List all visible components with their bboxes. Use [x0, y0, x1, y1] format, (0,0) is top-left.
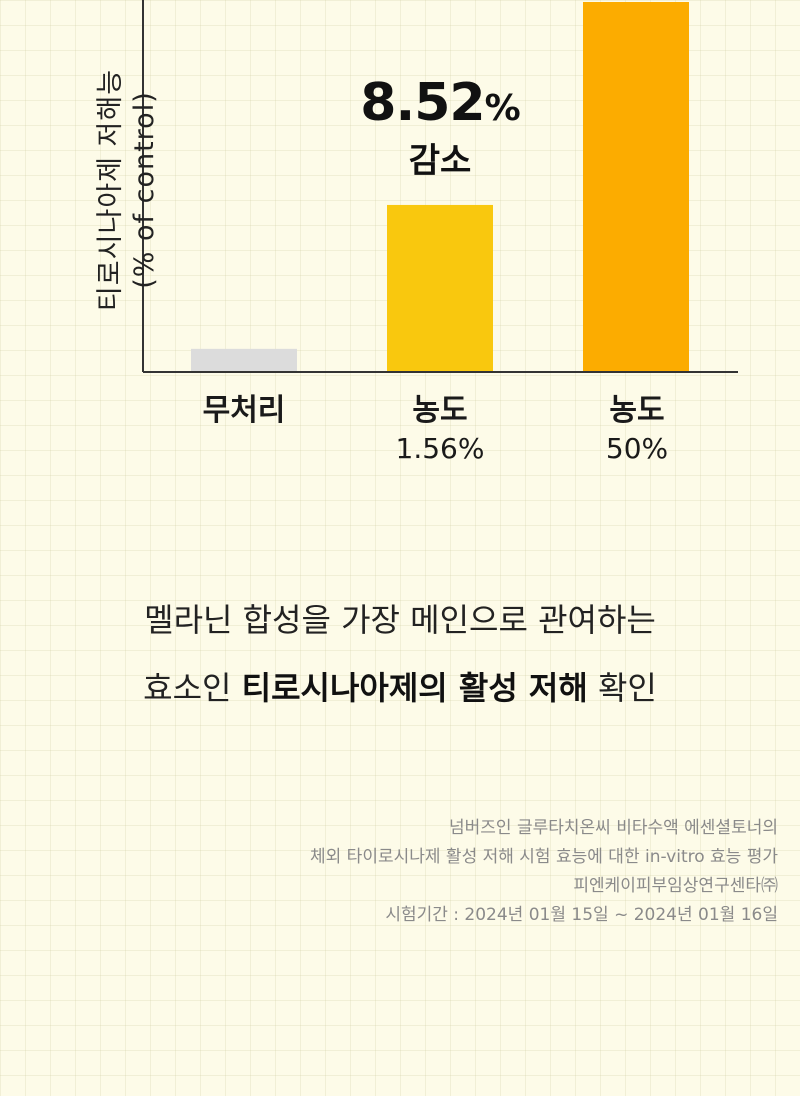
reduction-annotation: 8.52% 감소 [340, 72, 540, 182]
source-line4: 시험기간 : 2024년 01월 15일 ~ 2024년 01월 16일 [385, 905, 778, 925]
y-axis-label: 티로시나아제 저해능 (% of control) [94, 69, 162, 311]
bar-3 [583, 2, 689, 371]
y-axis-label-line1: 티로시나아제 저해능 [95, 68, 126, 312]
x-tick-label: 농도 [412, 393, 468, 428]
headline-line2-pre: 효소인 [143, 669, 242, 707]
bar-1 [191, 348, 297, 371]
headline-line2: 효소인 티로시나아제의 활성 저해 확인 [0, 664, 800, 712]
annotation-value: 8.52% [340, 72, 540, 140]
annotation-number: 8.52 [360, 73, 485, 133]
x-tick-sublabel: 1.56% [395, 432, 485, 465]
annotation-unit: % [484, 88, 521, 129]
x-tick-conc-1: 농도 1.56% [350, 392, 530, 468]
x-tick-label: 농도 [609, 393, 665, 428]
x-tick-untreated: 무처리 [154, 392, 334, 430]
bar-2 [387, 204, 493, 371]
annotation-change: 감소 [408, 141, 472, 181]
headline-line2-post: 확인 [587, 669, 657, 707]
source-line3: 피엔케이피부임상연구센타㈜ [573, 876, 778, 896]
y-axis-label-line2: (% of control) [129, 91, 160, 289]
x-tick-conc-2: 농도 50% [547, 392, 727, 468]
source-note: 넘버즈인 글루타치온씨 비타수액 에센셜토너의 체외 타이로시나제 활성 저해 … [310, 814, 778, 930]
source-line1: 넘버즈인 글루타치온씨 비타수액 에센셜토너의 [448, 818, 778, 838]
headline-line1: 멜라닌 합성을 가장 메인으로 관여하는 [144, 601, 656, 639]
bar-chart [142, 0, 738, 373]
source-line2: 체외 타이로시나제 활성 저해 시험 효능에 대한 in-vitro 효능 평가 [310, 847, 778, 867]
headline-line2-bold: 티로시나아제의 활성 저해 [241, 669, 588, 707]
x-tick-label: 무처리 [202, 393, 286, 428]
x-tick-sublabel: 50% [605, 432, 669, 465]
